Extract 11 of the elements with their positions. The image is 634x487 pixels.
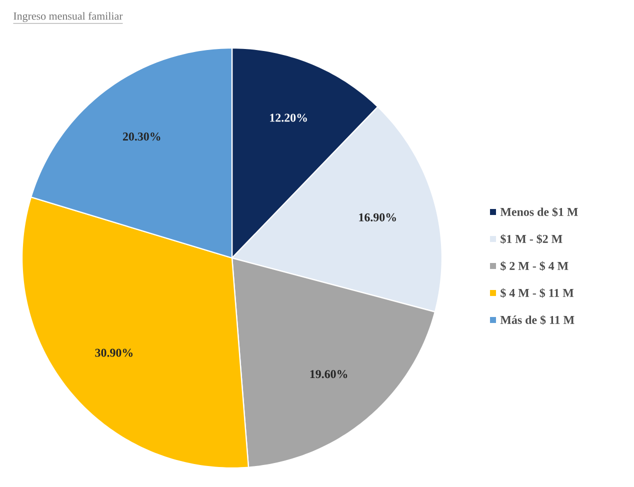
data-label: 20.30% [122, 132, 160, 141]
legend-label: Menos de $1 M [500, 207, 578, 217]
data-label: 19.60% [310, 370, 348, 378]
data-label: 30.90% [95, 348, 133, 357]
legend-label: Más de $ 11 M [500, 315, 574, 325]
data-label: 16.90% [359, 213, 396, 222]
legend-label: $ 4 M - $ 11 M [500, 288, 574, 298]
data-label: 12.20% [270, 114, 307, 122]
legend-label: $1 M - $2 M [500, 234, 562, 244]
chart-title: Ingreso mensual familiar [14, 12, 123, 22]
legend-label: $ 2 M - $ 4 M [500, 261, 568, 271]
